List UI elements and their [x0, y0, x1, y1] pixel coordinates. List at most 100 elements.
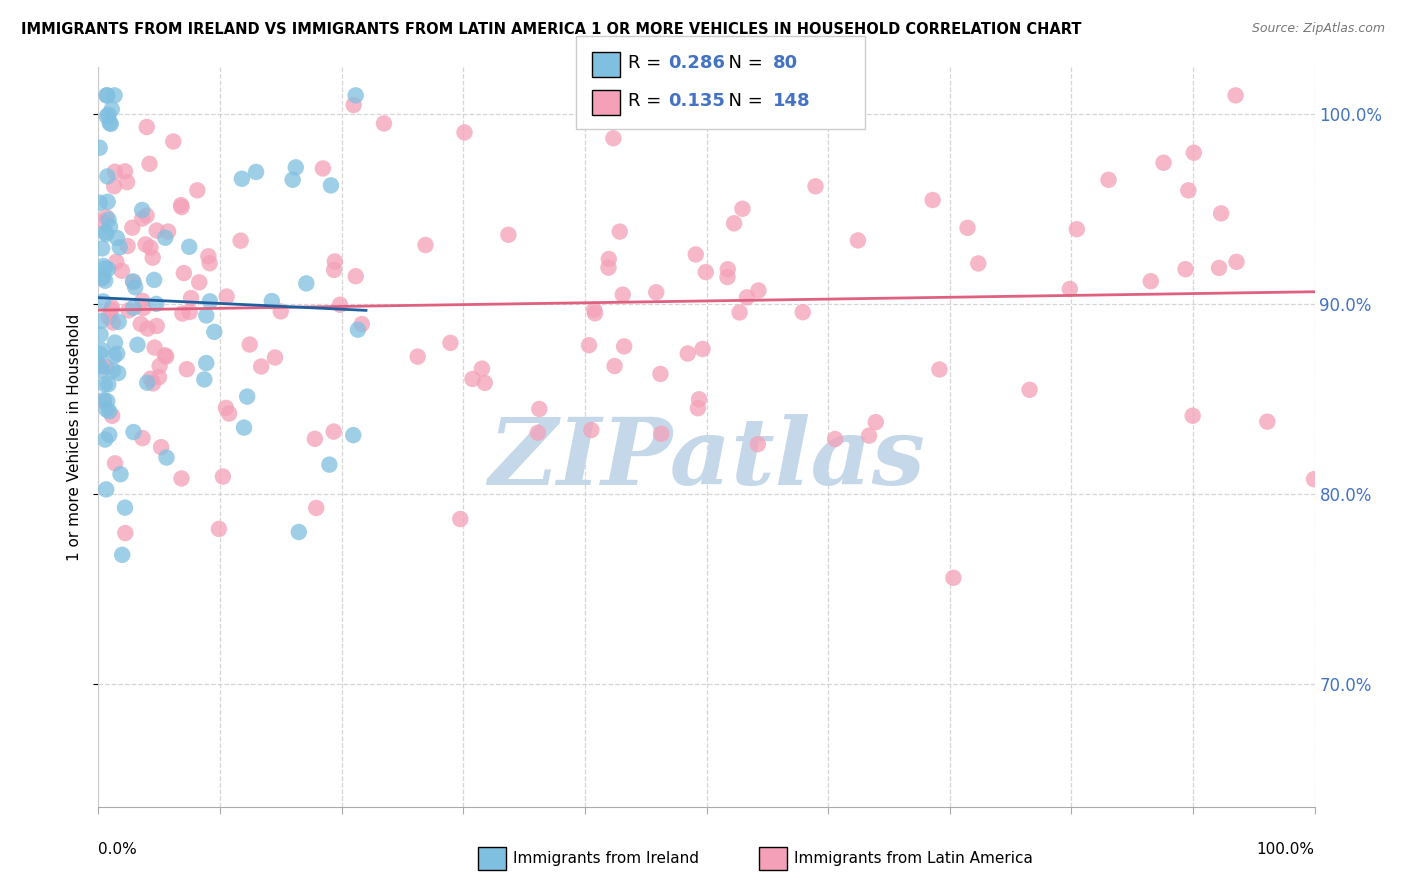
Point — [304, 432, 326, 446]
Text: R =: R = — [628, 54, 668, 72]
Point — [136, 376, 159, 390]
Point — [1059, 282, 1081, 296]
Point — [406, 350, 429, 364]
Point — [94, 433, 117, 447]
Point — [284, 161, 307, 175]
Point — [689, 88, 711, 103]
Point — [461, 372, 484, 386]
Point — [91, 241, 114, 255]
Text: 0.135: 0.135 — [668, 92, 724, 110]
Point — [89, 347, 111, 361]
Point — [343, 98, 366, 112]
Point — [97, 212, 120, 227]
Point — [93, 259, 115, 273]
Point — [98, 219, 121, 234]
Point — [229, 234, 252, 248]
Point — [474, 376, 496, 390]
Point — [747, 284, 769, 298]
Text: R =: R = — [628, 92, 668, 110]
Point — [195, 356, 218, 370]
Point — [145, 223, 167, 237]
Point — [98, 427, 121, 442]
Point — [142, 251, 165, 265]
Point — [319, 178, 342, 193]
Point — [91, 294, 114, 309]
Point — [1066, 222, 1088, 236]
Point — [100, 302, 122, 317]
Point — [110, 467, 132, 482]
Point — [96, 88, 118, 103]
Text: 0.286: 0.286 — [668, 54, 725, 72]
Point — [105, 231, 128, 245]
Point — [1177, 183, 1199, 197]
Point — [312, 161, 335, 176]
Point — [170, 200, 193, 214]
Point — [122, 301, 145, 315]
Point — [245, 165, 267, 179]
Point — [613, 339, 636, 353]
Point — [136, 321, 159, 335]
Point — [583, 302, 606, 317]
Point — [138, 157, 160, 171]
Text: N =: N = — [717, 54, 769, 72]
Point — [107, 315, 129, 329]
Point — [1097, 173, 1119, 187]
Point — [162, 135, 184, 149]
Point — [105, 346, 128, 360]
Point — [100, 117, 122, 131]
Point — [1182, 145, 1205, 160]
Point — [967, 256, 990, 270]
Text: Immigrants from Latin America: Immigrants from Latin America — [794, 851, 1033, 865]
Point — [131, 211, 153, 226]
Text: Source: ZipAtlas.com: Source: ZipAtlas.com — [1251, 22, 1385, 36]
Point — [650, 367, 672, 381]
Point — [132, 301, 155, 315]
Text: ZIPatlas: ZIPatlas — [488, 414, 925, 504]
Point — [170, 198, 193, 212]
Point — [197, 249, 219, 263]
Point — [288, 524, 311, 539]
Point — [1211, 206, 1233, 220]
Point — [373, 116, 395, 130]
Point — [688, 392, 710, 407]
Point — [233, 420, 256, 434]
Point — [101, 409, 124, 423]
Point — [208, 522, 231, 536]
Point — [188, 276, 211, 290]
Point — [97, 262, 120, 277]
Point — [928, 362, 950, 376]
Point — [264, 351, 287, 365]
Text: 148: 148 — [773, 92, 811, 110]
Point — [609, 225, 631, 239]
Point — [135, 120, 157, 134]
Point — [97, 310, 120, 324]
Point — [122, 274, 145, 288]
Point — [142, 376, 165, 391]
Point — [603, 359, 626, 373]
Point — [305, 500, 328, 515]
Point — [583, 306, 606, 320]
Text: Immigrants from Ireland: Immigrants from Ireland — [513, 851, 699, 865]
Point — [97, 108, 120, 122]
Point — [89, 359, 111, 373]
Point — [344, 269, 367, 284]
Point — [93, 394, 115, 409]
Text: 100.0%: 100.0% — [1257, 842, 1315, 856]
Point — [94, 225, 117, 239]
Point — [180, 291, 202, 305]
Point — [111, 548, 134, 562]
Point — [250, 359, 273, 374]
Text: 80: 80 — [773, 54, 799, 72]
Point — [127, 338, 149, 352]
Point — [329, 298, 352, 312]
Point — [347, 323, 370, 337]
Point — [121, 220, 143, 235]
Point — [942, 571, 965, 585]
Point — [449, 512, 471, 526]
Point — [101, 103, 124, 117]
Point — [172, 306, 194, 320]
Point — [439, 335, 461, 350]
Point — [529, 401, 551, 416]
Point — [114, 500, 136, 515]
Point — [471, 361, 494, 376]
